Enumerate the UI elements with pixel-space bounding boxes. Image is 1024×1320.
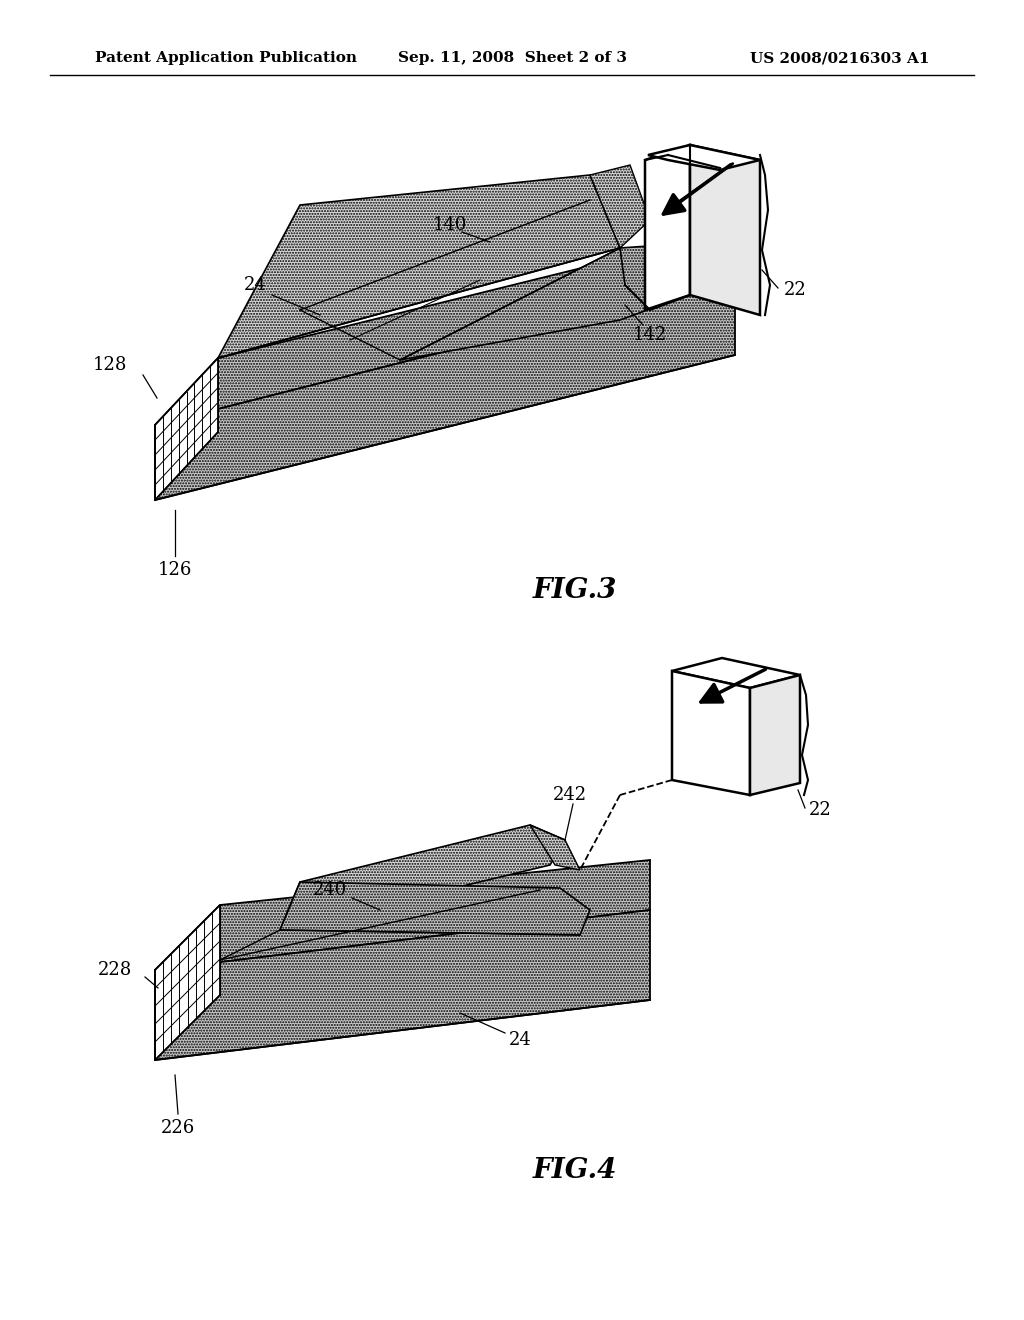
Polygon shape [155, 861, 650, 970]
Polygon shape [648, 145, 760, 170]
Text: FIG.4: FIG.4 [532, 1156, 617, 1184]
Polygon shape [400, 240, 735, 360]
Text: 242: 242 [553, 785, 587, 804]
Text: 126: 126 [158, 561, 193, 579]
Polygon shape [672, 671, 750, 795]
Polygon shape [672, 657, 800, 688]
Polygon shape [155, 909, 650, 1060]
Text: 24: 24 [509, 1031, 531, 1049]
Text: 142: 142 [633, 326, 667, 345]
Polygon shape [645, 145, 690, 310]
Text: 240: 240 [313, 880, 347, 899]
Text: 226: 226 [161, 1119, 196, 1137]
Polygon shape [155, 279, 735, 500]
Polygon shape [280, 882, 590, 935]
Text: FIG.3: FIG.3 [532, 577, 617, 603]
Text: 22: 22 [783, 281, 806, 300]
Polygon shape [155, 906, 220, 1060]
Polygon shape [690, 145, 760, 315]
Text: 24: 24 [244, 276, 266, 294]
Text: US 2008/0216303 A1: US 2008/0216303 A1 [751, 51, 930, 65]
Polygon shape [280, 825, 565, 931]
Polygon shape [218, 176, 620, 358]
Polygon shape [530, 825, 580, 870]
Polygon shape [155, 358, 218, 500]
Text: 128: 128 [93, 356, 127, 374]
Text: Sep. 11, 2008  Sheet 2 of 3: Sep. 11, 2008 Sheet 2 of 3 [397, 51, 627, 65]
Text: 228: 228 [98, 961, 132, 979]
Polygon shape [590, 165, 650, 248]
Polygon shape [155, 230, 735, 425]
Text: 22: 22 [809, 801, 831, 818]
Polygon shape [750, 675, 800, 795]
Text: Patent Application Publication: Patent Application Publication [95, 51, 357, 65]
Text: 140: 140 [433, 216, 467, 234]
